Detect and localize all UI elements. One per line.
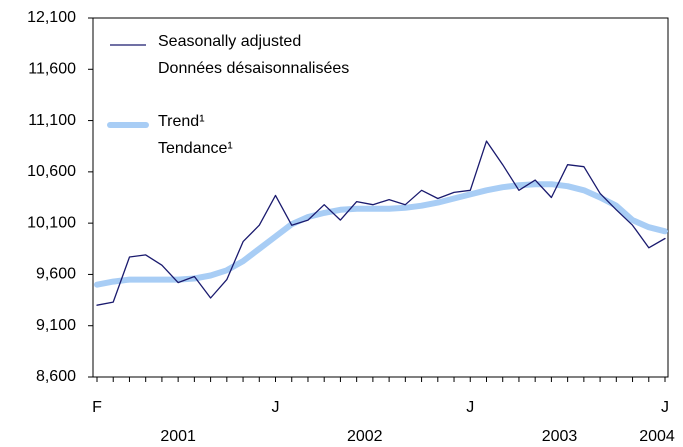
plot-frame: [92, 17, 669, 378]
series-line: [94, 181, 668, 288]
legend-label: Données désaisonnalisées: [158, 60, 349, 77]
y-tick-label: 11,600: [28, 61, 76, 78]
x-tick-label: J: [272, 399, 280, 416]
y-tick-label: 11,100: [28, 112, 76, 129]
year-label: 2002: [347, 428, 383, 445]
y-tick-label: 10,600: [27, 163, 76, 180]
y-tick-label: 8,600: [36, 368, 76, 385]
legend-label: Trend¹: [158, 113, 205, 130]
legend-label: Seasonally adjusted: [158, 33, 301, 50]
year-label: 2001: [160, 428, 196, 445]
year-label: 2004: [639, 428, 675, 445]
y-tick-label: 12,100: [27, 9, 76, 26]
x-tick-label: J: [661, 399, 669, 416]
x-tick-label: J: [466, 399, 474, 416]
y-tick-label: 10,100: [27, 214, 76, 231]
y-tick-label: 9,100: [36, 317, 76, 334]
series-line: [96, 140, 666, 306]
year-label: 2003: [542, 428, 578, 445]
y-tick-label: 9,600: [36, 266, 76, 283]
x-tick-label: F: [92, 399, 102, 416]
legend-label: Tendance¹: [158, 140, 233, 157]
